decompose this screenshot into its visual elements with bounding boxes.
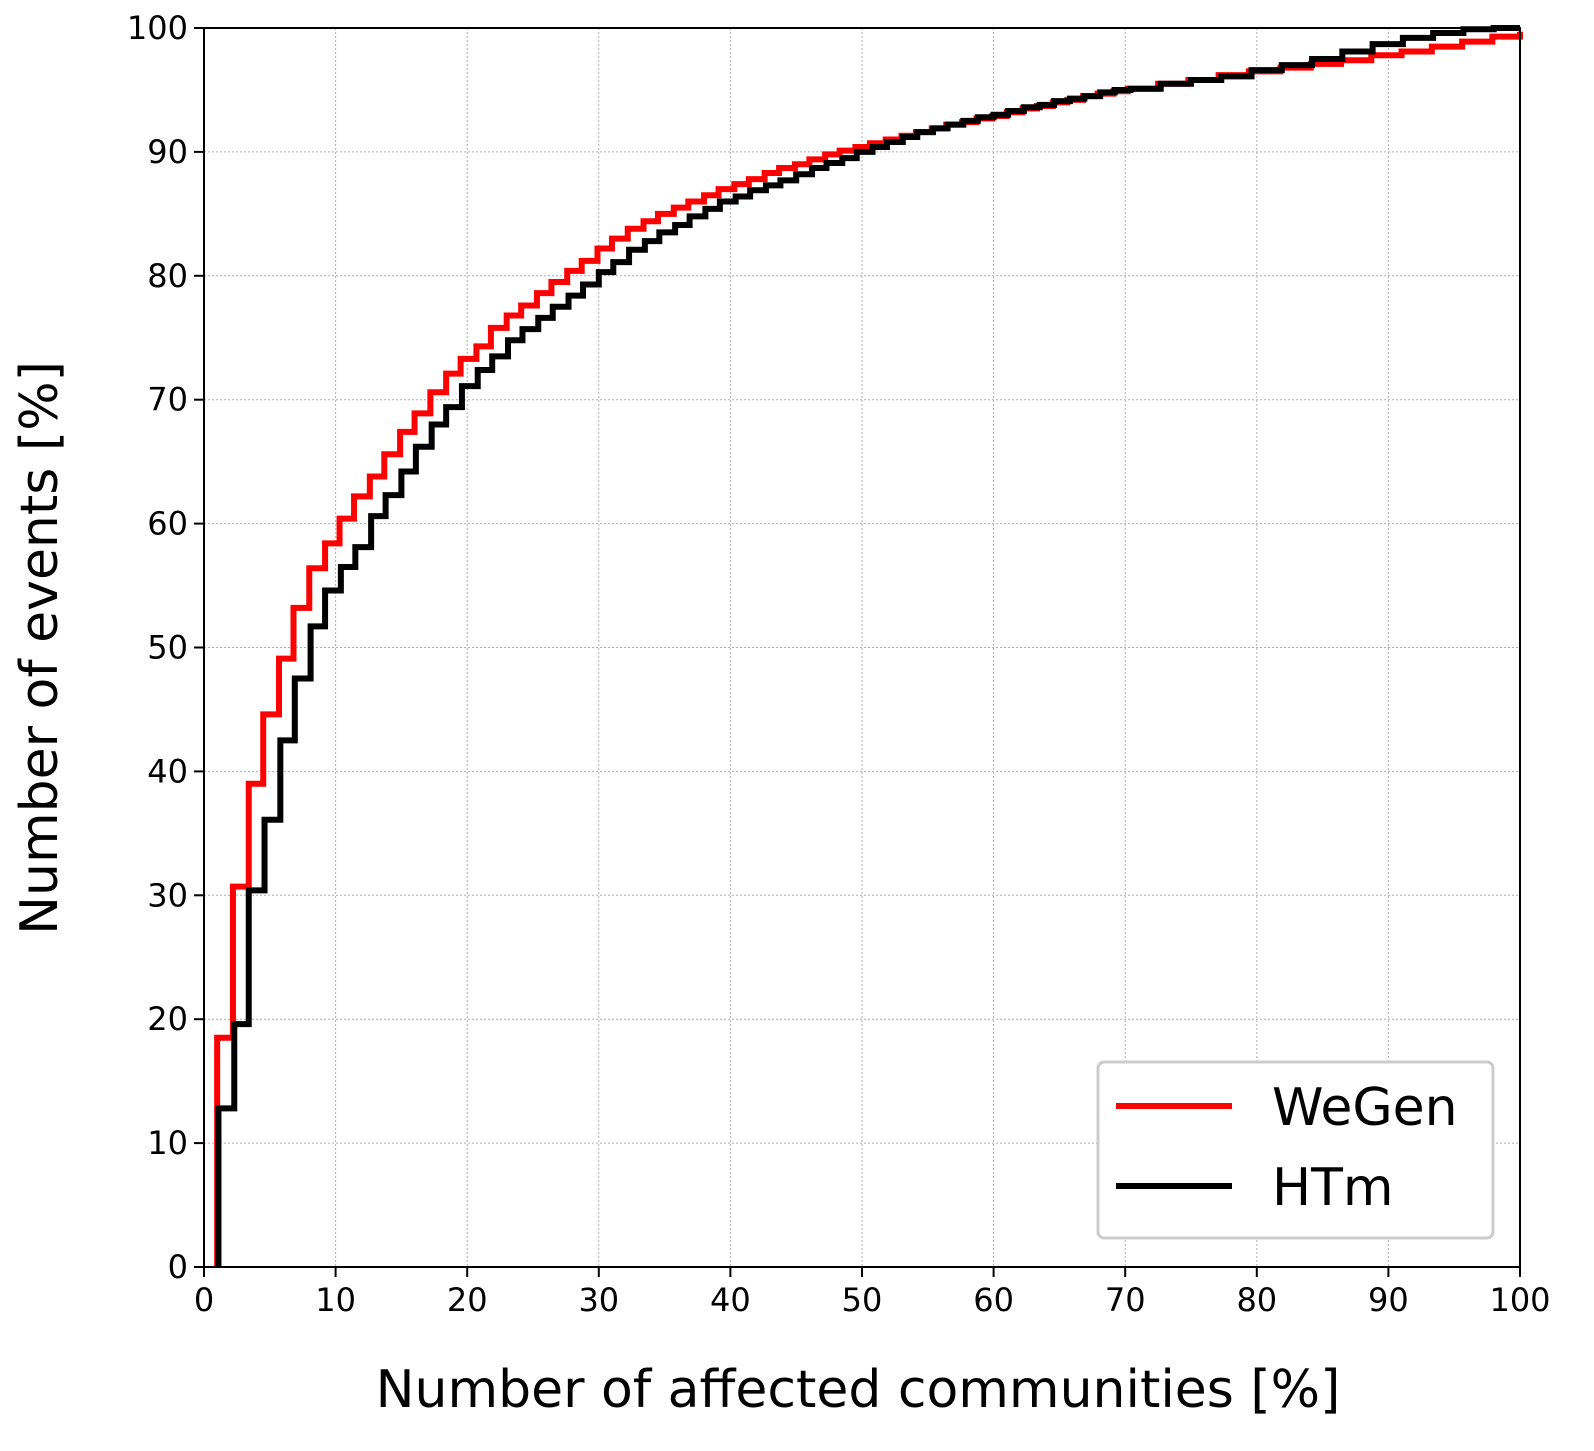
x-tick-label: 30 <box>578 1281 619 1319</box>
y-tick-label: 100 <box>127 9 188 47</box>
y-tick-label: 80 <box>147 257 188 295</box>
x-tick-label: 0 <box>194 1281 214 1319</box>
x-tick-label: 50 <box>842 1281 883 1319</box>
x-axis-title: Number of affected communities [%] <box>376 1360 1341 1420</box>
series-line-htm <box>215 25 1520 1267</box>
y-tick-label: 10 <box>147 1124 188 1162</box>
x-tick-label: 100 <box>1489 1281 1550 1319</box>
y-tick-label: 70 <box>147 381 188 419</box>
y-tick-label: 0 <box>168 1248 188 1286</box>
x-tick-label: 60 <box>973 1281 1014 1319</box>
x-tick-label: 10 <box>315 1281 356 1319</box>
series-layer <box>214 25 1523 1267</box>
x-tick-label: 80 <box>1236 1281 1277 1319</box>
y-tick-label: 40 <box>147 752 188 790</box>
legend: WeGen HTm <box>1096 1060 1495 1240</box>
y-tick-label: 50 <box>147 629 188 667</box>
y-axis-title: Number of events [%] <box>10 361 70 935</box>
legend-label-wegen: WeGen <box>1272 1078 1458 1138</box>
y-tick-label: 90 <box>147 133 188 171</box>
x-tick-label: 70 <box>1105 1281 1146 1319</box>
ticks: 0 10 20 30 40 50 60 70 80 90 100 0 10 20 30 40 50 60 70 80 9… <box>127 9 1551 1319</box>
y-tick-label: 60 <box>147 505 188 543</box>
x-tick-label: 20 <box>447 1281 488 1319</box>
x-tick-label: 90 <box>1368 1281 1409 1319</box>
y-tick-label: 20 <box>147 1000 188 1038</box>
y-tick-label: 30 <box>147 876 188 914</box>
x-tick-label: 40 <box>710 1281 751 1319</box>
legend-label-htm: HTm <box>1272 1158 1394 1218</box>
